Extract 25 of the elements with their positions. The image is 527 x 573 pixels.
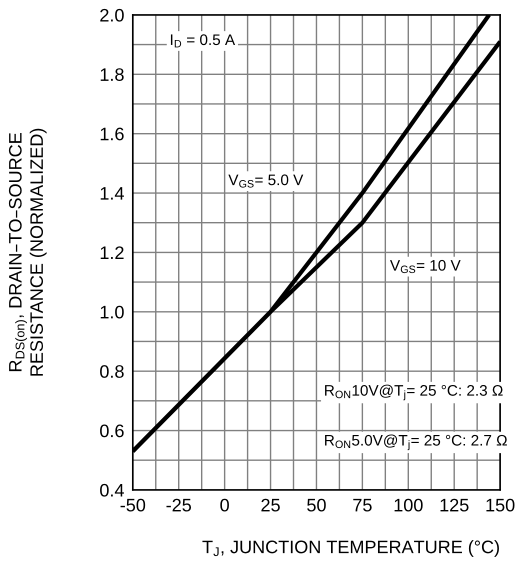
y-tick-label: 1.0	[100, 306, 124, 319]
annotation: V$_{GS}$= 5.0 V	[228, 174, 304, 188]
annotation: I$_{D}$ = 0.5 A	[170, 34, 236, 48]
annotation: R$_{ON}$10V@T$_{j}$= 25 °C: 2.3 Ω	[325, 384, 503, 400]
x-axis-title: T$_{J}$, JUNCTION TEMPERATURE (°C)	[202, 540, 499, 557]
x-tick-label: 125	[440, 498, 469, 512]
y-tick-label: 1.2	[100, 246, 124, 259]
x-tick-label: -25	[166, 498, 192, 512]
y-tick-label: 1.8	[100, 68, 124, 81]
x-tick-label: -50	[120, 498, 146, 512]
annotation: V$_{GS}$= 10 V	[390, 260, 461, 274]
y-tick-label: 1.6	[100, 128, 124, 140]
annotation: R$_{ON}$5.0V@T$_{j}$= 25 °C: 2.7 Ω	[325, 434, 507, 450]
y-tick-label: 0.8	[100, 365, 124, 378]
x-tick-label: 50	[307, 498, 326, 512]
y-tick-label: 2.0	[100, 8, 124, 22]
y-tick-label: 0.4	[100, 484, 124, 497]
x-tick-label: 25	[261, 498, 280, 512]
x-tick-label: 75	[353, 498, 372, 512]
x-tick-label: 150	[486, 498, 514, 512]
x-tick-label: 0	[220, 498, 229, 512]
x-tick-label: 100	[394, 498, 423, 512]
y-tick-label: 1.4	[100, 187, 124, 200]
y-axis-title: R$_{DS(on)}$, DRAIN–TO–SOURCE RESISTANCE (NORMALIZED)	[8, 128, 47, 376]
y-tick-label: 0.6	[100, 424, 124, 438]
